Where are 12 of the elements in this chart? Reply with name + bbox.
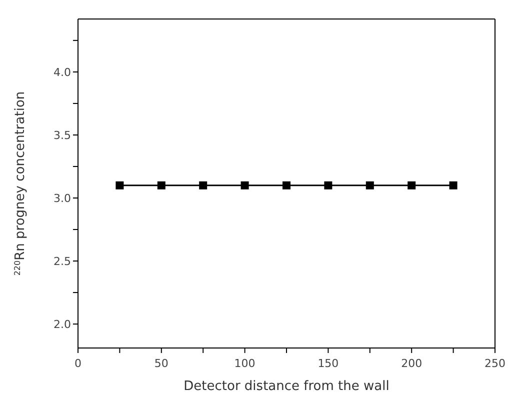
x-tick-label: 150 <box>318 357 339 370</box>
x-axis-title: Detector distance from the wall <box>184 379 390 394</box>
x-tick-label: 250 <box>484 357 506 370</box>
y-tick-label: 3.0 <box>54 192 71 205</box>
y-tick-label: 2.5 <box>54 254 71 268</box>
x-tick-label: 0 <box>74 357 82 370</box>
y-tick-label: 3.5 <box>54 128 71 142</box>
x-tick-label: 100 <box>234 357 256 370</box>
x-tick-label: 50 <box>154 357 168 370</box>
y-tick-label: 2.0 <box>54 318 71 331</box>
y-tick-label: 4.0 <box>54 66 71 79</box>
x-tick-label: 200 <box>401 357 422 370</box>
